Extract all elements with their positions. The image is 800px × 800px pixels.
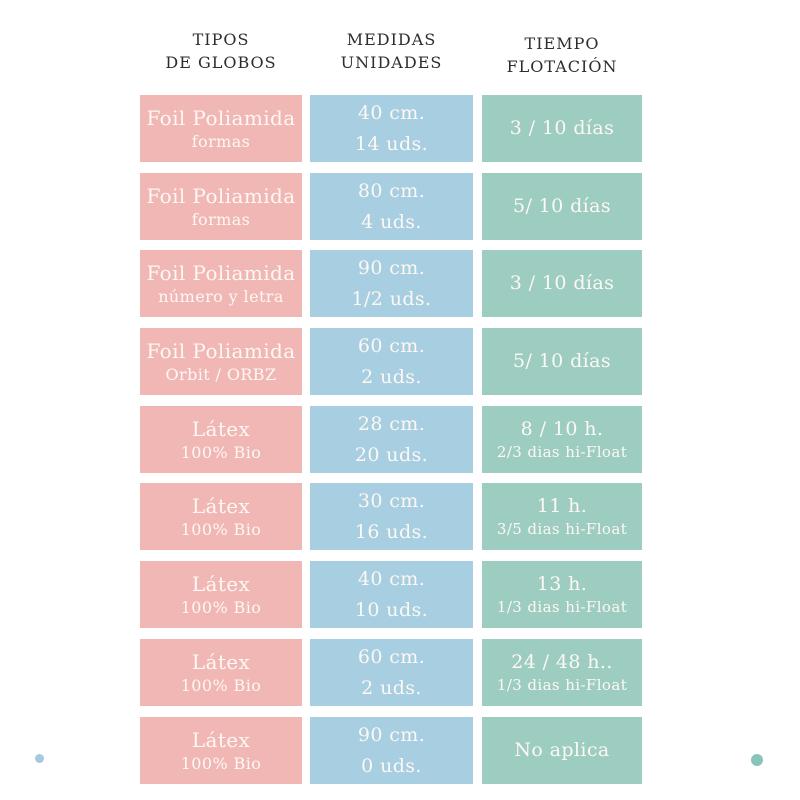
cell-line-secondary: 4 uds. bbox=[361, 210, 422, 233]
size-units-cell: 60 cm. 2 uds. bbox=[310, 328, 473, 396]
cell-line-primary: Foil Poliamida bbox=[146, 183, 296, 208]
cell-line-secondary: 2 uds. bbox=[361, 366, 422, 389]
cell-line-primary: 30 cm. bbox=[357, 490, 426, 513]
balloon-type-cell: Látex 100% Bio bbox=[140, 483, 302, 551]
size-units-cell: 28 cm. 20 uds. bbox=[310, 405, 473, 473]
cell-line-secondary: 3/5 dias hi-Float bbox=[496, 520, 628, 539]
cell-line-secondary: formas bbox=[191, 132, 251, 151]
cell-line-secondary: 2/3 dias hi-Float bbox=[496, 442, 628, 461]
float-time-cell: 3 / 10 días bbox=[482, 95, 642, 162]
size-units-cell: 60 cm. 2 uds. bbox=[310, 638, 473, 706]
size-units-cell: 30 cm. 16 uds. bbox=[310, 483, 473, 551]
cell-line-primary: Látex bbox=[191, 416, 251, 441]
balloon-type-cell: Foil Poliamida formas bbox=[140, 95, 302, 162]
table-row: Látex 100% Bio 60 cm. 2 uds. 24 / 48 h..… bbox=[0, 638, 800, 706]
header-line: MEDIDAS bbox=[346, 30, 437, 49]
cell-line-secondary: 100% Bio bbox=[180, 753, 262, 773]
balloon-type-cell: Foil Poliamida número y letra bbox=[140, 250, 302, 318]
cell-line-secondary: formas bbox=[191, 209, 251, 229]
cell-line-primary: 13 h. bbox=[536, 573, 588, 596]
header-line: DE GLOBOS bbox=[165, 53, 277, 72]
cell-line-secondary: 1/3 dias hi-Float bbox=[496, 598, 628, 617]
cell-line-secondary: 20 uds. bbox=[354, 443, 429, 466]
size-units-cell: 40 cm. 10 uds. bbox=[310, 561, 473, 629]
cell-line-secondary: 1/2 uds. bbox=[351, 288, 432, 311]
header-line: UNIDADES bbox=[340, 53, 443, 72]
table-row: Foil Poliamida formas 40 cm. 14 uds. 3 /… bbox=[0, 95, 800, 162]
column-header-tipos-de-globos: TIPOS DE GLOBOS bbox=[140, 28, 302, 74]
header-line: TIPOS bbox=[192, 30, 250, 49]
cell-line-primary: Látex bbox=[191, 649, 251, 674]
table-row: Látex 100% Bio 40 cm. 10 uds. 13 h. 1/3 … bbox=[0, 561, 800, 629]
balloon-type-cell: Foil Poliamida Orbit / ORBZ bbox=[140, 328, 302, 396]
table-grid: Foil Poliamida formas 40 cm. 14 uds. 3 /… bbox=[0, 95, 800, 784]
table-row: Foil Poliamida Orbit / ORBZ 60 cm. 2 uds… bbox=[0, 328, 800, 396]
cell-line-primary: 3 / 10 días bbox=[509, 117, 615, 139]
float-time-cell: 13 h. 1/3 dias hi-Float bbox=[482, 561, 642, 629]
float-time-cell: 11 h. 3/5 dias hi-Float bbox=[482, 483, 642, 551]
cell-line-primary: 5/ 10 días bbox=[512, 350, 612, 373]
cell-line-primary: Foil Poliamida bbox=[146, 261, 296, 286]
cell-line-primary: 3 / 10 días bbox=[509, 272, 615, 295]
balloon-type-cell: Látex 100% Bio bbox=[140, 638, 302, 706]
cell-line-secondary: 10 uds. bbox=[354, 599, 429, 622]
cell-line-secondary: 100% Bio bbox=[180, 598, 262, 618]
table-row: Foil Poliamida formas 80 cm. 4 uds. 5/ 1… bbox=[0, 172, 800, 240]
size-units-cell: 90 cm. 0 uds. bbox=[310, 716, 473, 784]
float-time-cell: 24 / 48 h.. 1/3 dias hi-Float bbox=[482, 638, 642, 706]
cell-line-primary: Látex bbox=[191, 727, 251, 752]
column-header-tiempo-flotacion: TIEMPO FLOTACIÓN bbox=[482, 32, 642, 78]
cell-line-primary: 90 cm. bbox=[357, 257, 426, 280]
size-units-cell: 80 cm. 4 uds. bbox=[310, 172, 473, 240]
header-line: TIEMPO bbox=[524, 34, 600, 53]
cell-line-secondary: Orbit / ORBZ bbox=[165, 365, 277, 385]
cell-line-secondary: 100% Bio bbox=[180, 675, 262, 695]
size-units-cell: 90 cm. 1/2 uds. bbox=[310, 250, 473, 318]
float-time-cell: 5/ 10 días bbox=[482, 328, 642, 396]
cell-line-primary: 40 cm. bbox=[357, 102, 426, 124]
cell-line-primary: 60 cm. bbox=[357, 335, 426, 358]
cell-line-primary: 24 / 48 h.. bbox=[511, 650, 613, 673]
cell-line-secondary: 16 uds. bbox=[354, 521, 429, 544]
cell-line-primary: No aplica bbox=[514, 738, 610, 761]
cell-line-secondary: 1/3 dias hi-Float bbox=[496, 675, 628, 694]
size-units-cell: 40 cm. 14 uds. bbox=[310, 95, 473, 162]
cell-line-secondary: 2 uds. bbox=[361, 676, 422, 699]
cell-line-primary: 28 cm. bbox=[357, 412, 426, 435]
cell-line-primary: 90 cm. bbox=[357, 723, 426, 746]
table-row: Látex 100% Bio 30 cm. 16 uds. 11 h. 3/5 … bbox=[0, 483, 800, 551]
balloon-type-cell: Foil Poliamida formas bbox=[140, 172, 302, 240]
decorative-dot-teal bbox=[751, 754, 763, 766]
cell-line-primary: Látex bbox=[191, 494, 251, 519]
float-time-cell: 8 / 10 h. 2/3 dias hi-Float bbox=[482, 405, 642, 473]
cell-line-secondary: 100% Bio bbox=[180, 520, 262, 540]
cell-line-primary: 60 cm. bbox=[357, 645, 426, 668]
decorative-dot-blue bbox=[35, 754, 44, 763]
cell-line-primary: Foil Poliamida bbox=[146, 339, 296, 364]
float-time-cell: 3 / 10 días bbox=[482, 250, 642, 318]
header-line: FLOTACIÓN bbox=[506, 57, 618, 76]
cell-line-primary: 5/ 10 días bbox=[512, 194, 612, 217]
float-time-cell: 5/ 10 días bbox=[482, 172, 642, 240]
cell-line-primary: 40 cm. bbox=[357, 568, 426, 591]
cell-line-primary: 80 cm. bbox=[357, 179, 426, 202]
table-row: Látex 100% Bio 28 cm. 20 uds. 8 / 10 h. … bbox=[0, 405, 800, 473]
cell-line-secondary: 0 uds. bbox=[361, 754, 422, 777]
balloon-type-cell: Látex 100% Bio bbox=[140, 561, 302, 629]
cell-line-secondary: 14 uds. bbox=[354, 133, 429, 155]
cell-line-secondary: número y letra bbox=[158, 287, 284, 307]
cell-line-secondary: 100% Bio bbox=[180, 442, 262, 462]
cell-line-primary: 8 / 10 h. bbox=[520, 417, 604, 440]
table-row: Foil Poliamida número y letra 90 cm. 1/2… bbox=[0, 250, 800, 318]
cell-line-primary: 11 h. bbox=[536, 495, 588, 518]
balloon-type-cell: Látex 100% Bio bbox=[140, 716, 302, 784]
table-row: Látex 100% Bio 90 cm. 0 uds. No aplica bbox=[0, 716, 800, 784]
column-header-medidas-unidades: MEDIDAS UNIDADES bbox=[310, 28, 473, 74]
float-time-cell: No aplica bbox=[482, 716, 642, 784]
balloon-type-cell: Látex 100% Bio bbox=[140, 405, 302, 473]
cell-line-primary: Látex bbox=[191, 572, 251, 597]
cell-line-primary: Foil Poliamida bbox=[146, 106, 296, 130]
